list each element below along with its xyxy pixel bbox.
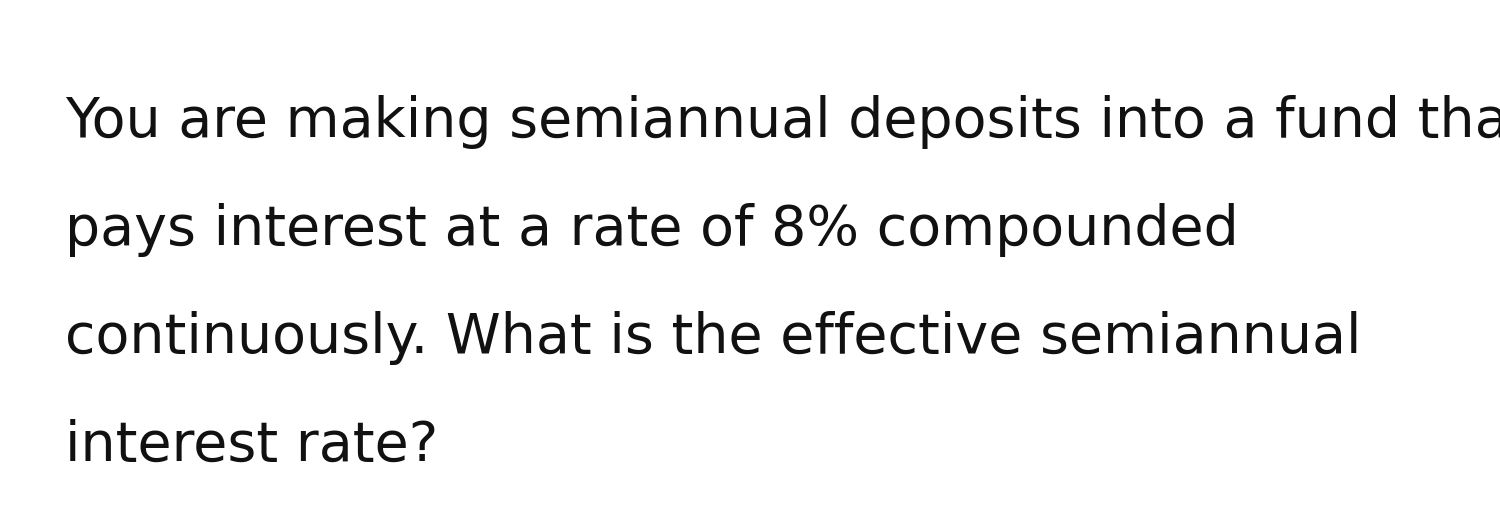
Text: pays interest at a rate of 8% compounded: pays interest at a rate of 8% compounded (64, 203, 1239, 257)
Text: interest rate?: interest rate? (64, 419, 438, 473)
Text: You are making semiannual deposits into a fund that: You are making semiannual deposits into … (64, 95, 1500, 149)
Text: continuously. What is the effective semiannual: continuously. What is the effective semi… (64, 311, 1362, 365)
